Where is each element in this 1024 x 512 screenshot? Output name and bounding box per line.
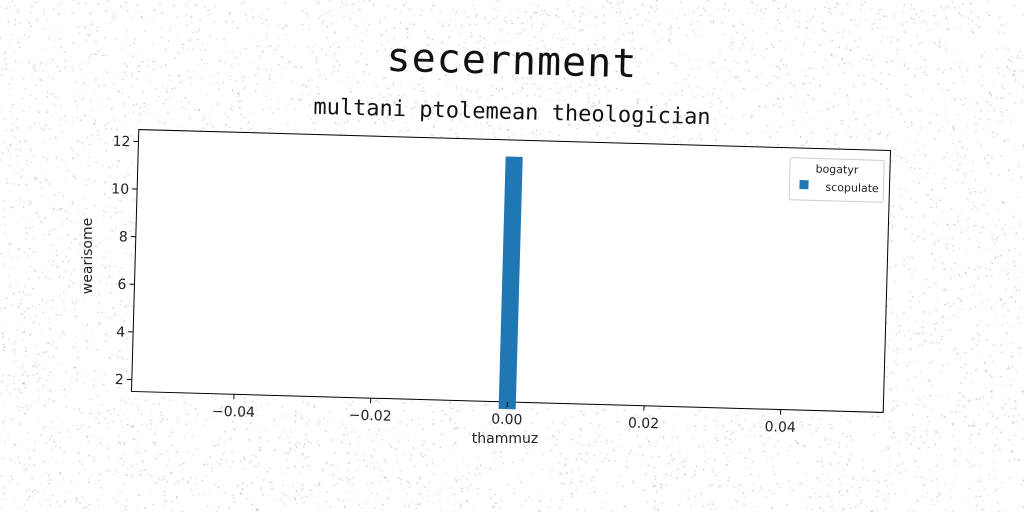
bar-scopulate bbox=[498, 156, 523, 410]
x-tick-label: −0.04 bbox=[212, 404, 255, 421]
plot-area: −0.04 −0.02 0.00 0.02 0.04 2 4 6 8 10 12 bogatyr … bbox=[111, 129, 892, 436]
y-tick-label: 10 bbox=[111, 181, 129, 197]
y-tick-label: 12 bbox=[112, 134, 130, 150]
legend-title: bogatyr bbox=[815, 162, 859, 176]
y-ticks: 2 4 6 8 10 12 bbox=[111, 134, 139, 388]
x-tick-label: 0.02 bbox=[628, 415, 660, 432]
legend-swatch-scopulate bbox=[799, 180, 809, 190]
x-tick-label: 0.00 bbox=[491, 412, 523, 429]
legend-box bbox=[788, 157, 885, 203]
legend: bogatyr scopulate bbox=[788, 157, 885, 203]
y-axis-label: wearisome bbox=[80, 218, 96, 294]
legend-entry-scopulate: scopulate bbox=[825, 181, 879, 195]
y-tick-label: 8 bbox=[119, 229, 128, 245]
y-tick-label: 6 bbox=[117, 277, 126, 293]
x-ticks: −0.04 −0.02 0.00 0.02 0.04 bbox=[212, 394, 796, 436]
y-tick-label: 4 bbox=[116, 324, 125, 340]
x-tick-label: −0.02 bbox=[348, 408, 391, 425]
x-tick-label: 0.04 bbox=[764, 419, 796, 436]
y-tick-label: 2 bbox=[115, 372, 124, 388]
x-axis-label: thammuz bbox=[472, 431, 538, 447]
bars-group bbox=[498, 156, 523, 410]
